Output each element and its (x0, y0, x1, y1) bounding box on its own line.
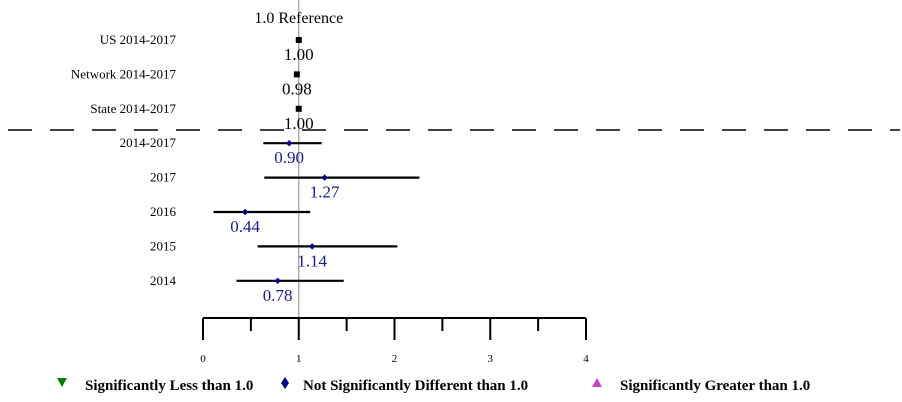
estimate-marker (308, 243, 316, 250)
estimate-marker (285, 140, 293, 147)
comparison-marker (295, 37, 302, 43)
legend-label: Not Significantly Different than 1.0 (303, 378, 528, 394)
value-label: 1.14 (297, 251, 327, 270)
comparison-marker (295, 105, 302, 112)
row-label: US 2014-2017 (100, 32, 177, 47)
row-label: 2014 (150, 273, 177, 288)
x-tick-label: 1 (296, 353, 302, 365)
row-label: 2016 (150, 204, 177, 219)
x-tick-label: 3 (488, 353, 494, 365)
legend-label: Significantly Less than 1.0 (85, 378, 253, 394)
value-label: 0.44 (230, 217, 260, 236)
row-label: 2015 (150, 238, 176, 253)
legend-diamond-icon (281, 377, 289, 389)
row-label: Network 2014-2017 (71, 66, 177, 81)
reference-label: 1.0 Reference (254, 10, 343, 27)
estimate-marker (274, 277, 281, 284)
row-label: 2017 (150, 170, 177, 185)
legend-label: Significantly Greater than 1.0 (620, 378, 810, 394)
value-label: 0.78 (263, 286, 293, 305)
value-label: 0.90 (274, 148, 304, 167)
x-tick-label: 0 (200, 353, 206, 365)
value-label: 1.27 (310, 183, 340, 202)
row-label: State 2014-2017 (90, 101, 176, 116)
legend-triangle-down-icon (57, 378, 67, 387)
x-tick-label: 2 (392, 353, 398, 365)
x-tick-label: 4 (583, 353, 589, 365)
estimate-marker (321, 174, 328, 181)
comparison-marker (293, 71, 300, 78)
legend-triangle-up-icon (592, 378, 602, 387)
value-label: 1.00 (284, 45, 314, 64)
value-label: 1.00 (284, 114, 314, 133)
estimate-marker (241, 208, 249, 216)
row-label: 2014-2017 (120, 135, 177, 150)
value-label: 0.98 (282, 79, 312, 98)
